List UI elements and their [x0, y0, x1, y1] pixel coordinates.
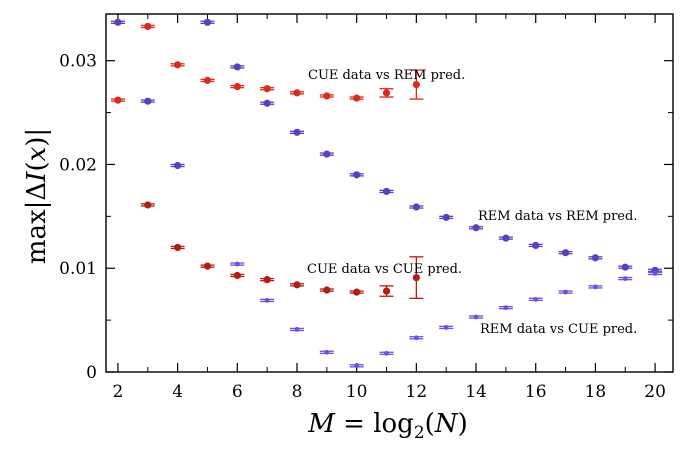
- data-marks: [110, 18, 663, 369]
- data-point: [203, 76, 212, 85]
- data-point: [532, 241, 540, 250]
- data-point: [323, 150, 331, 158]
- data-point: [114, 18, 122, 26]
- series-1: [110, 18, 663, 274]
- data-point: [263, 276, 271, 284]
- data-point: [413, 335, 419, 341]
- annotation-rem-vs-rem: REM data vs REM pred.: [478, 209, 637, 224]
- data-point: [323, 92, 331, 100]
- data-point: [353, 171, 361, 179]
- data-point: [412, 203, 420, 211]
- x-tick-label: 12: [406, 382, 428, 402]
- data-point: [233, 271, 241, 280]
- data-point: [323, 286, 331, 294]
- x-axis-label: M = log2(N): [307, 409, 467, 443]
- data-point: [263, 99, 271, 107]
- data-point: [472, 224, 480, 232]
- data-point: [324, 349, 330, 355]
- data-point: [174, 61, 182, 69]
- x-tick-label: 10: [346, 382, 368, 402]
- data-point: [384, 350, 389, 356]
- y-axis-label: max|ΔI(x)|: [22, 128, 52, 264]
- annotation-cue-vs-cue: CUE data vs CUE pred.: [307, 262, 462, 277]
- data-point: [382, 187, 391, 196]
- data-point: [533, 296, 539, 302]
- svg-text:max|ΔI(x)|: max|ΔI(x)|: [22, 128, 52, 264]
- data-point: [144, 201, 152, 209]
- data-point: [621, 263, 629, 271]
- data-point: [293, 128, 301, 136]
- data-point: [353, 288, 361, 296]
- data-point: [294, 327, 300, 332]
- data-point: [382, 287, 391, 295]
- data-point: [412, 273, 420, 282]
- y-tick-label: 0.03: [59, 52, 97, 72]
- data-point: [354, 363, 360, 369]
- data-point: [442, 213, 450, 221]
- data-point: [234, 261, 240, 267]
- data-point: [203, 18, 212, 26]
- annotation-rem-vs-cue: REM data vs CUE pred.: [480, 322, 637, 337]
- data-point: [412, 80, 420, 89]
- data-point: [593, 284, 598, 290]
- data-point: [503, 305, 509, 311]
- data-point: [114, 96, 122, 104]
- data-point: [502, 234, 510, 242]
- data-point: [144, 97, 152, 105]
- data-point: [174, 161, 182, 170]
- data-point: [203, 262, 212, 270]
- x-tick-label: 2: [113, 382, 124, 402]
- x-tick-label: 14: [465, 382, 487, 402]
- y-tick-label: 0.02: [59, 155, 97, 175]
- data-point: [233, 83, 241, 91]
- svg-text:M = log2(N): M = log2(N): [307, 409, 467, 443]
- axis-ticks: 2 4 6 8 10 12 14 16 18 20 0 0.01 0.02 0.03: [59, 14, 673, 402]
- data-point: [563, 289, 568, 295]
- data-point: [293, 281, 301, 289]
- x-tick-label: 8: [292, 382, 303, 402]
- series-2: [140, 201, 424, 299]
- x-tick-label: 4: [172, 382, 183, 402]
- data-point: [473, 314, 479, 320]
- data-point: [622, 276, 628, 282]
- data-point: [293, 89, 301, 97]
- x-tick-label: 16: [525, 382, 547, 402]
- data-point: [353, 94, 361, 102]
- plot-frame: [105, 13, 674, 373]
- y-tick-label: 0: [86, 363, 97, 383]
- data-point: [264, 298, 270, 303]
- x-tick-label: 20: [644, 382, 666, 402]
- data-point: [233, 63, 241, 71]
- data-point: [174, 243, 182, 252]
- series-0: [110, 22, 424, 104]
- series-3: [230, 261, 663, 369]
- annotation-cue-vs-rem: CUE data vs REM pred.: [308, 68, 465, 83]
- data-point: [443, 324, 449, 330]
- data-point: [263, 85, 271, 93]
- data-point: [144, 22, 152, 31]
- y-tick-label: 0.01: [59, 259, 97, 279]
- x-tick-label: 6: [232, 382, 243, 402]
- data-point: [591, 254, 600, 262]
- data-point: [652, 271, 658, 276]
- x-tick-label: 18: [585, 382, 607, 402]
- data-point: [561, 249, 570, 257]
- data-point: [382, 89, 391, 97]
